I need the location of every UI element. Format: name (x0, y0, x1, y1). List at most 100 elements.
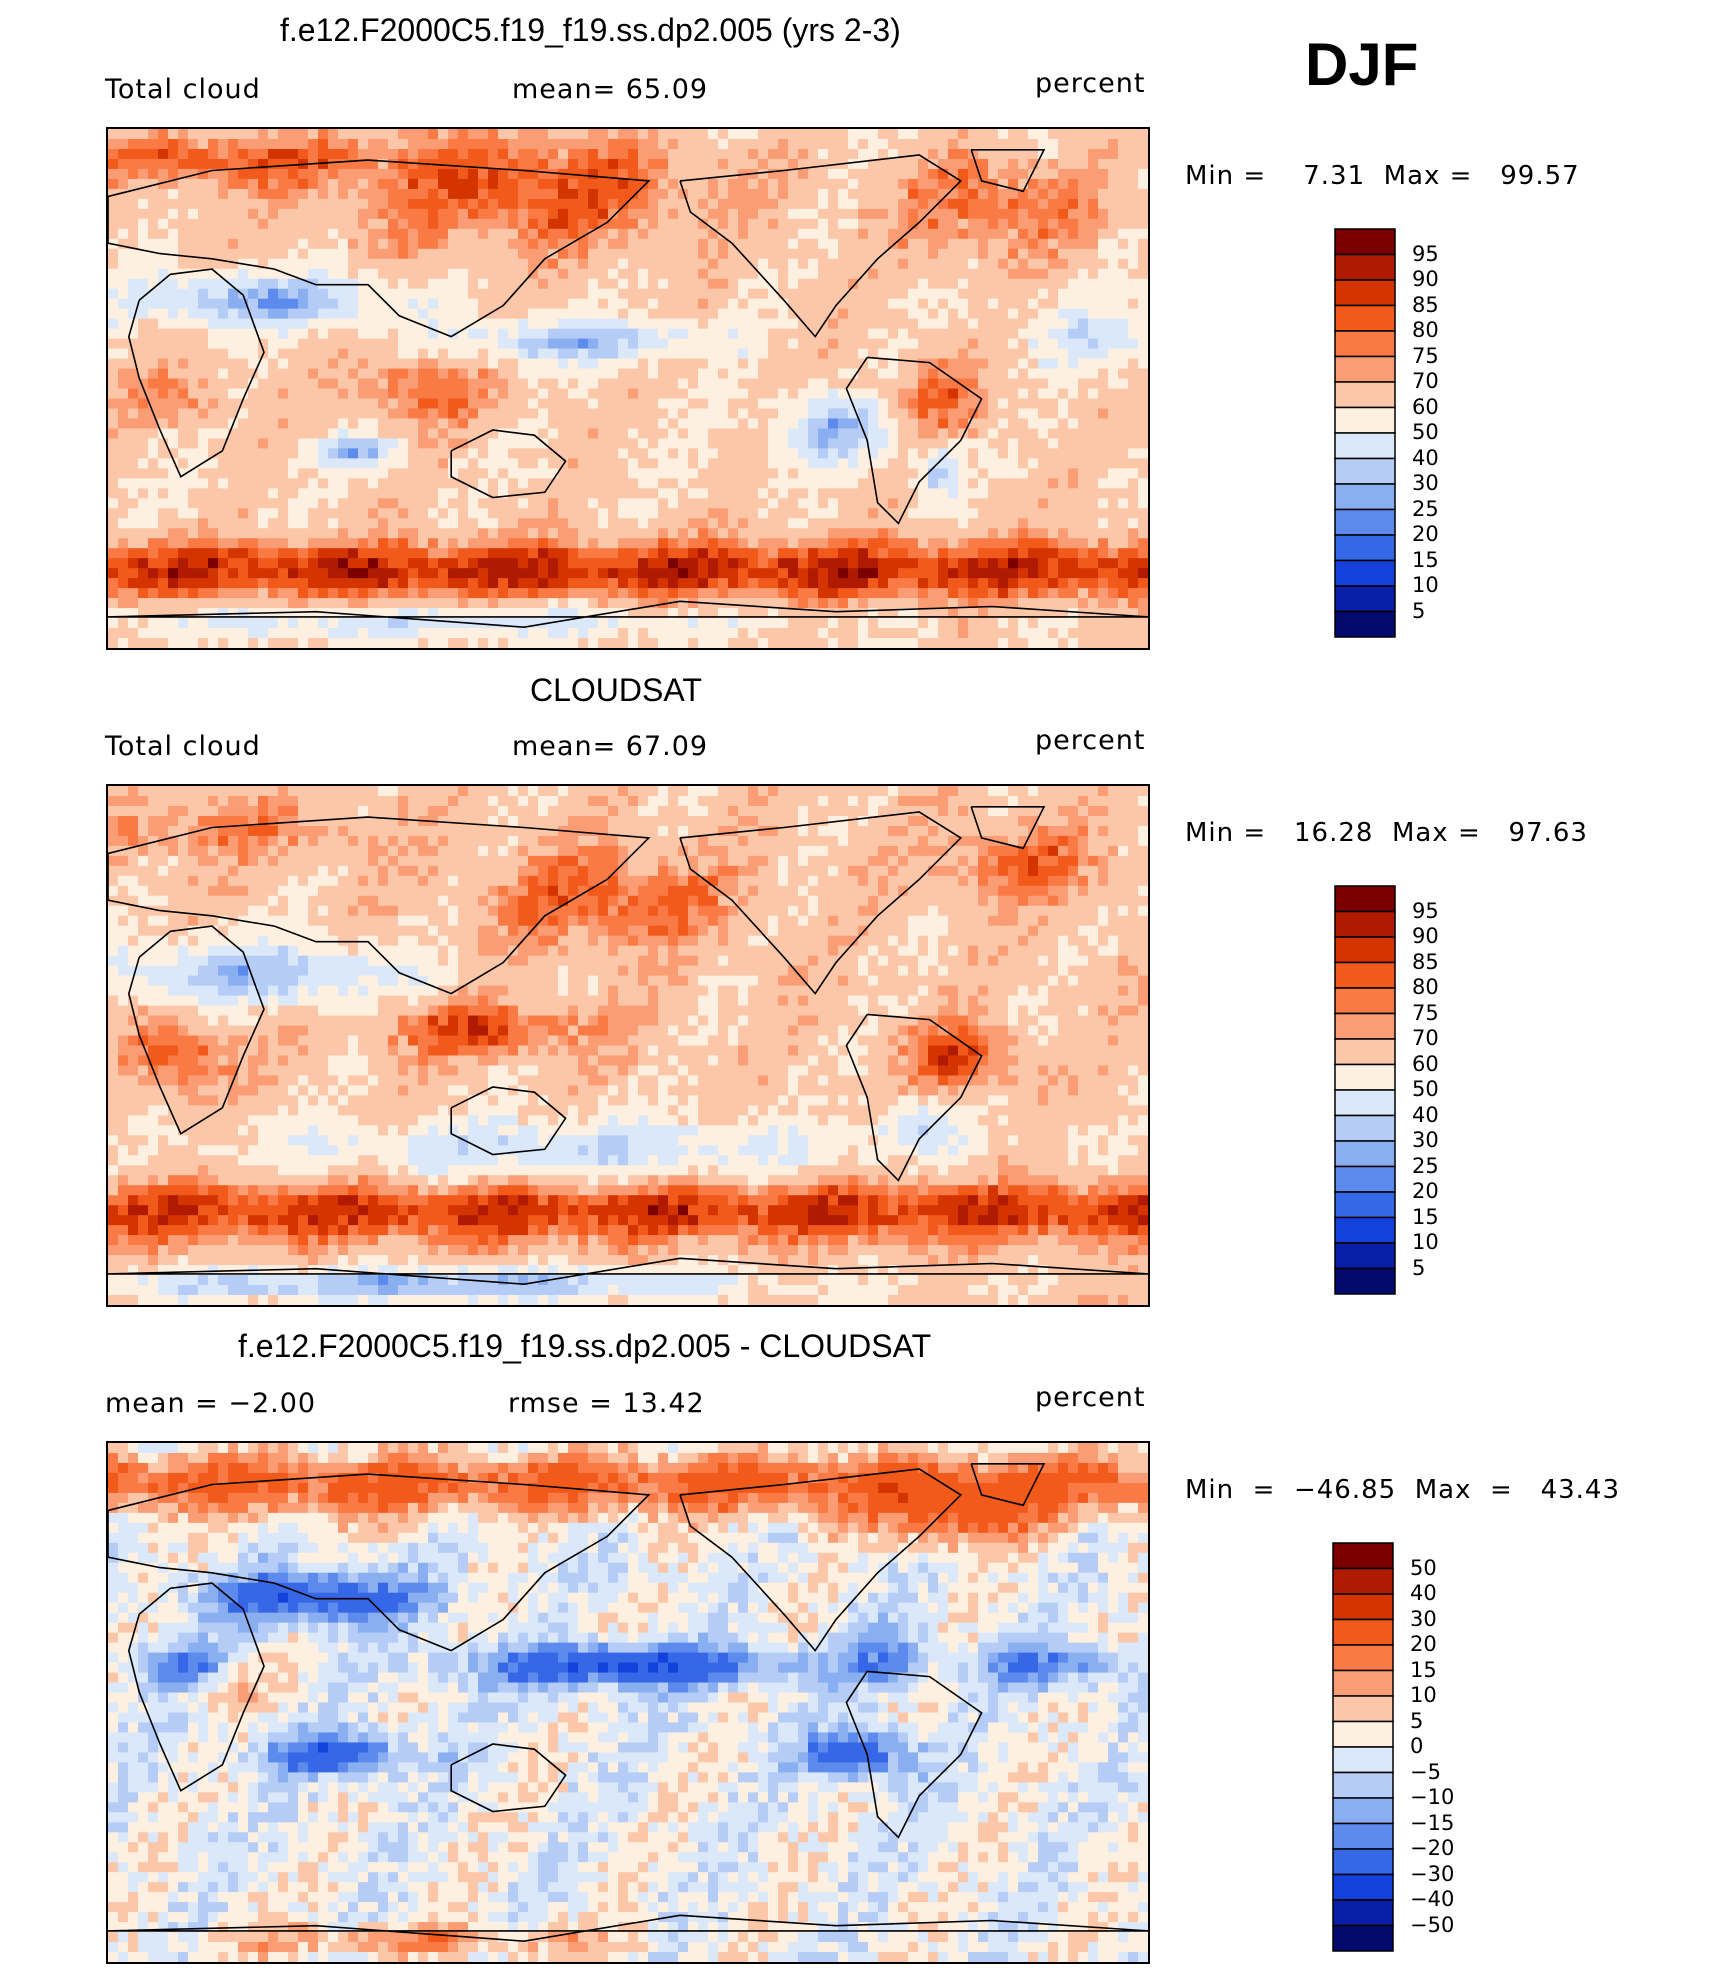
map-cell (568, 288, 579, 300)
map-cell (328, 508, 339, 519)
map-cell (1068, 528, 1079, 539)
map-cell (928, 388, 939, 400)
map-cell (298, 168, 309, 180)
map-cell (338, 528, 349, 539)
map-cell (658, 368, 669, 380)
map-cell (638, 148, 649, 160)
map-cell (408, 448, 419, 459)
map-cell (698, 568, 709, 579)
map-cell (508, 268, 519, 280)
map-cell (498, 588, 509, 599)
map-cell (1128, 548, 1139, 559)
map-cell (638, 308, 649, 320)
map-cell (508, 148, 519, 160)
map-cell (278, 148, 289, 160)
map-cell (1098, 558, 1109, 569)
map-cell (858, 378, 869, 390)
map-cell (1108, 518, 1119, 529)
map-cell (298, 428, 309, 439)
map-cell (748, 418, 759, 430)
map-cell (218, 448, 229, 459)
map-cell (1008, 168, 1019, 180)
map-cell (1108, 129, 1119, 140)
map-cell (608, 148, 619, 160)
map-cell (998, 418, 1009, 430)
map-cell (618, 468, 629, 479)
map-cell (948, 198, 959, 210)
map-cell (348, 308, 359, 320)
map-cell (1028, 358, 1039, 370)
map-cell (1118, 228, 1129, 240)
map-cell (648, 148, 659, 160)
map-cell (318, 558, 329, 569)
map-cell (538, 328, 549, 340)
map-cell (788, 548, 799, 559)
map-cell (828, 508, 839, 519)
map-cell (358, 158, 369, 170)
map-cell (558, 238, 569, 250)
map-cell (218, 568, 229, 579)
map-cell (318, 188, 329, 200)
map-cell (508, 588, 519, 599)
map-cell (988, 438, 999, 449)
map-cell (368, 278, 379, 290)
map-cell (618, 138, 629, 150)
map-cell (338, 488, 349, 499)
map-cell (298, 558, 309, 569)
map-cell (458, 398, 469, 410)
map-cell (418, 338, 429, 350)
map-cell (688, 168, 699, 180)
map-cell (518, 188, 529, 200)
map-cell (288, 478, 299, 489)
map-cell (728, 338, 739, 350)
map-cell (888, 178, 899, 190)
map-cell (328, 288, 339, 300)
map-cell (698, 228, 709, 240)
map-cell (858, 418, 869, 430)
map-cell (318, 498, 329, 509)
map-cell (1058, 518, 1069, 529)
map-cell (838, 378, 849, 390)
map-cell (468, 358, 479, 370)
map-cell (938, 448, 949, 459)
map-cell (368, 478, 379, 489)
map-cell (628, 588, 639, 599)
map-cell (348, 498, 359, 509)
map-cell (358, 238, 369, 250)
map-cell (308, 248, 319, 260)
map-cell (848, 198, 859, 210)
map-cell (418, 568, 429, 579)
map-cell (818, 188, 829, 200)
map-cell (388, 428, 399, 439)
map-cell (718, 458, 729, 469)
map-cell (708, 488, 719, 499)
map-cell (598, 138, 609, 150)
map-cell (558, 288, 569, 300)
map-cell (348, 388, 359, 400)
map-cell (338, 478, 349, 489)
map-cell (108, 568, 119, 579)
map-cell (178, 478, 189, 489)
map-cell (818, 558, 829, 569)
map-cell (578, 238, 589, 250)
map-cell (808, 318, 819, 330)
map-cell (1128, 318, 1139, 330)
map-cell (958, 558, 969, 569)
map-cell (588, 278, 599, 290)
map-cell (958, 518, 969, 529)
map-cell (238, 158, 249, 170)
map-cell (608, 578, 619, 589)
map-cell (538, 438, 549, 449)
map-cell (828, 148, 839, 160)
map-cell (398, 308, 409, 320)
map-cell (738, 238, 749, 250)
map-cell (988, 568, 999, 579)
map-cell (578, 178, 589, 190)
map-cell (618, 358, 629, 370)
map-cell (318, 398, 329, 410)
map-cell (538, 268, 549, 280)
map-cell (408, 138, 419, 150)
map-cell (628, 308, 639, 320)
map-cell (738, 129, 749, 140)
map-cell (718, 178, 729, 190)
